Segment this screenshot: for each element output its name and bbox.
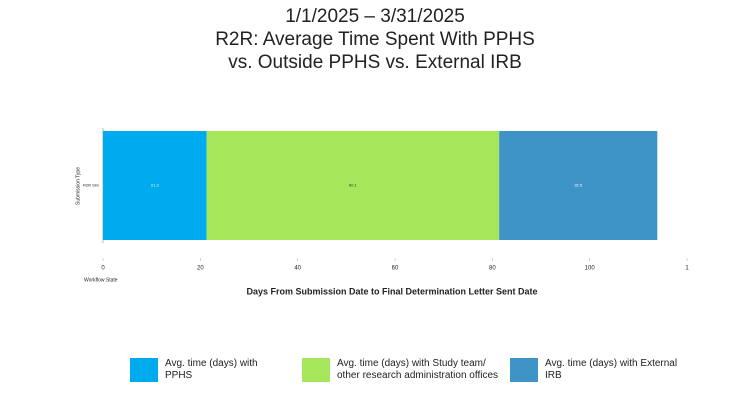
x-tick-label: 80 <box>489 266 496 272</box>
legend-swatch <box>130 358 158 382</box>
bar-segment <box>103 131 207 240</box>
x-tick-label: 100 <box>585 266 596 272</box>
data-label: 32.5 <box>574 183 583 188</box>
bar-segment <box>499 131 658 240</box>
x-tick-label: 0 <box>101 266 105 272</box>
chart-title: vs. Outside PPHS vs. External IRB <box>228 52 522 73</box>
x-tick-label: 60 <box>392 266 399 272</box>
legend-label: Avg. time (days) with Study team/ other … <box>337 358 499 381</box>
legend-item: Avg. time (days) with Study team/ other … <box>302 358 507 382</box>
x-axis-title: Days From Submission Date to Final Deter… <box>246 286 537 296</box>
x-tick-label: 40 <box>294 266 301 272</box>
chart-title: 1/1/2025 – 3/31/2025 <box>285 6 465 27</box>
corner-label: Workflow State <box>84 277 118 283</box>
y-tick-label: R2R Sim <box>83 183 100 188</box>
x-tick-label: 1 <box>685 266 689 272</box>
bar-segment <box>206 131 500 240</box>
legend-label: Avg. time (days) with External IRB <box>545 358 678 381</box>
chart-title: R2R: Average Time Spent With PPHS <box>215 29 535 50</box>
legend-swatch <box>510 358 538 382</box>
y-axis-title: Submission Type <box>75 167 81 205</box>
data-label: 60.1 <box>349 183 358 188</box>
x-tick-label: 20 <box>197 266 204 272</box>
legend-swatch <box>302 358 330 382</box>
legend-item: Avg. time (days) with PPHS <box>130 358 285 382</box>
legend-label: Avg. time (days) with PPHS <box>165 358 258 381</box>
data-label: 21.3 <box>151 183 160 188</box>
legend-item: Avg. time (days) with External IRB <box>510 358 695 382</box>
